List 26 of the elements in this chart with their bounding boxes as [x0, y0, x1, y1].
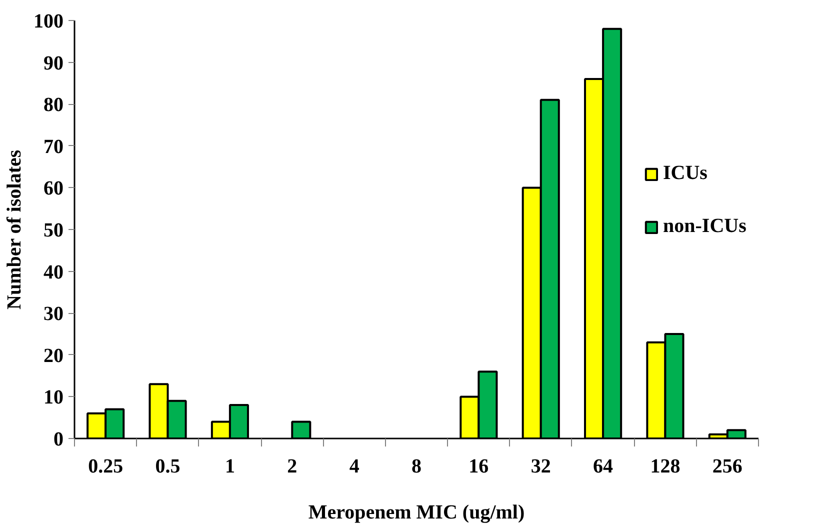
x-tick-label: 0.5: [155, 456, 180, 478]
y-tick-label: 100: [34, 10, 64, 32]
x-tick-label: 16: [468, 456, 489, 478]
x-tick-label: 4: [349, 456, 360, 478]
legend-label: non-ICUs: [663, 215, 746, 238]
y-tick-label: 70: [44, 136, 64, 158]
x-axis-title: Meropenem MIC (ug/ml): [308, 502, 525, 524]
y-tick-label: 10: [44, 386, 64, 409]
y-tick-label: 60: [44, 178, 64, 200]
y-tick-label: 0: [54, 428, 64, 450]
y-axis-title: Number of isolates: [4, 150, 26, 310]
x-tick-label: 256: [712, 456, 742, 478]
x-tick-label: 8: [412, 456, 422, 478]
x-tick-label: 1: [224, 456, 235, 478]
y-tick-label: 90: [44, 52, 64, 74]
y-tick-label: 50: [44, 220, 64, 242]
x-tick-label: 64: [593, 456, 614, 478]
x-tick-label: 128: [650, 456, 680, 478]
y-tick-label: 30: [44, 303, 64, 326]
y-tick-label: 40: [44, 261, 64, 284]
x-tick-label: 0.25: [88, 456, 124, 478]
y-tick-label: 20: [44, 344, 64, 367]
legend-label: ICUs: [663, 162, 708, 185]
x-tick-label: 32: [530, 456, 551, 478]
y-tick-label: 80: [44, 94, 64, 116]
x-tick-label: 2: [287, 456, 298, 478]
